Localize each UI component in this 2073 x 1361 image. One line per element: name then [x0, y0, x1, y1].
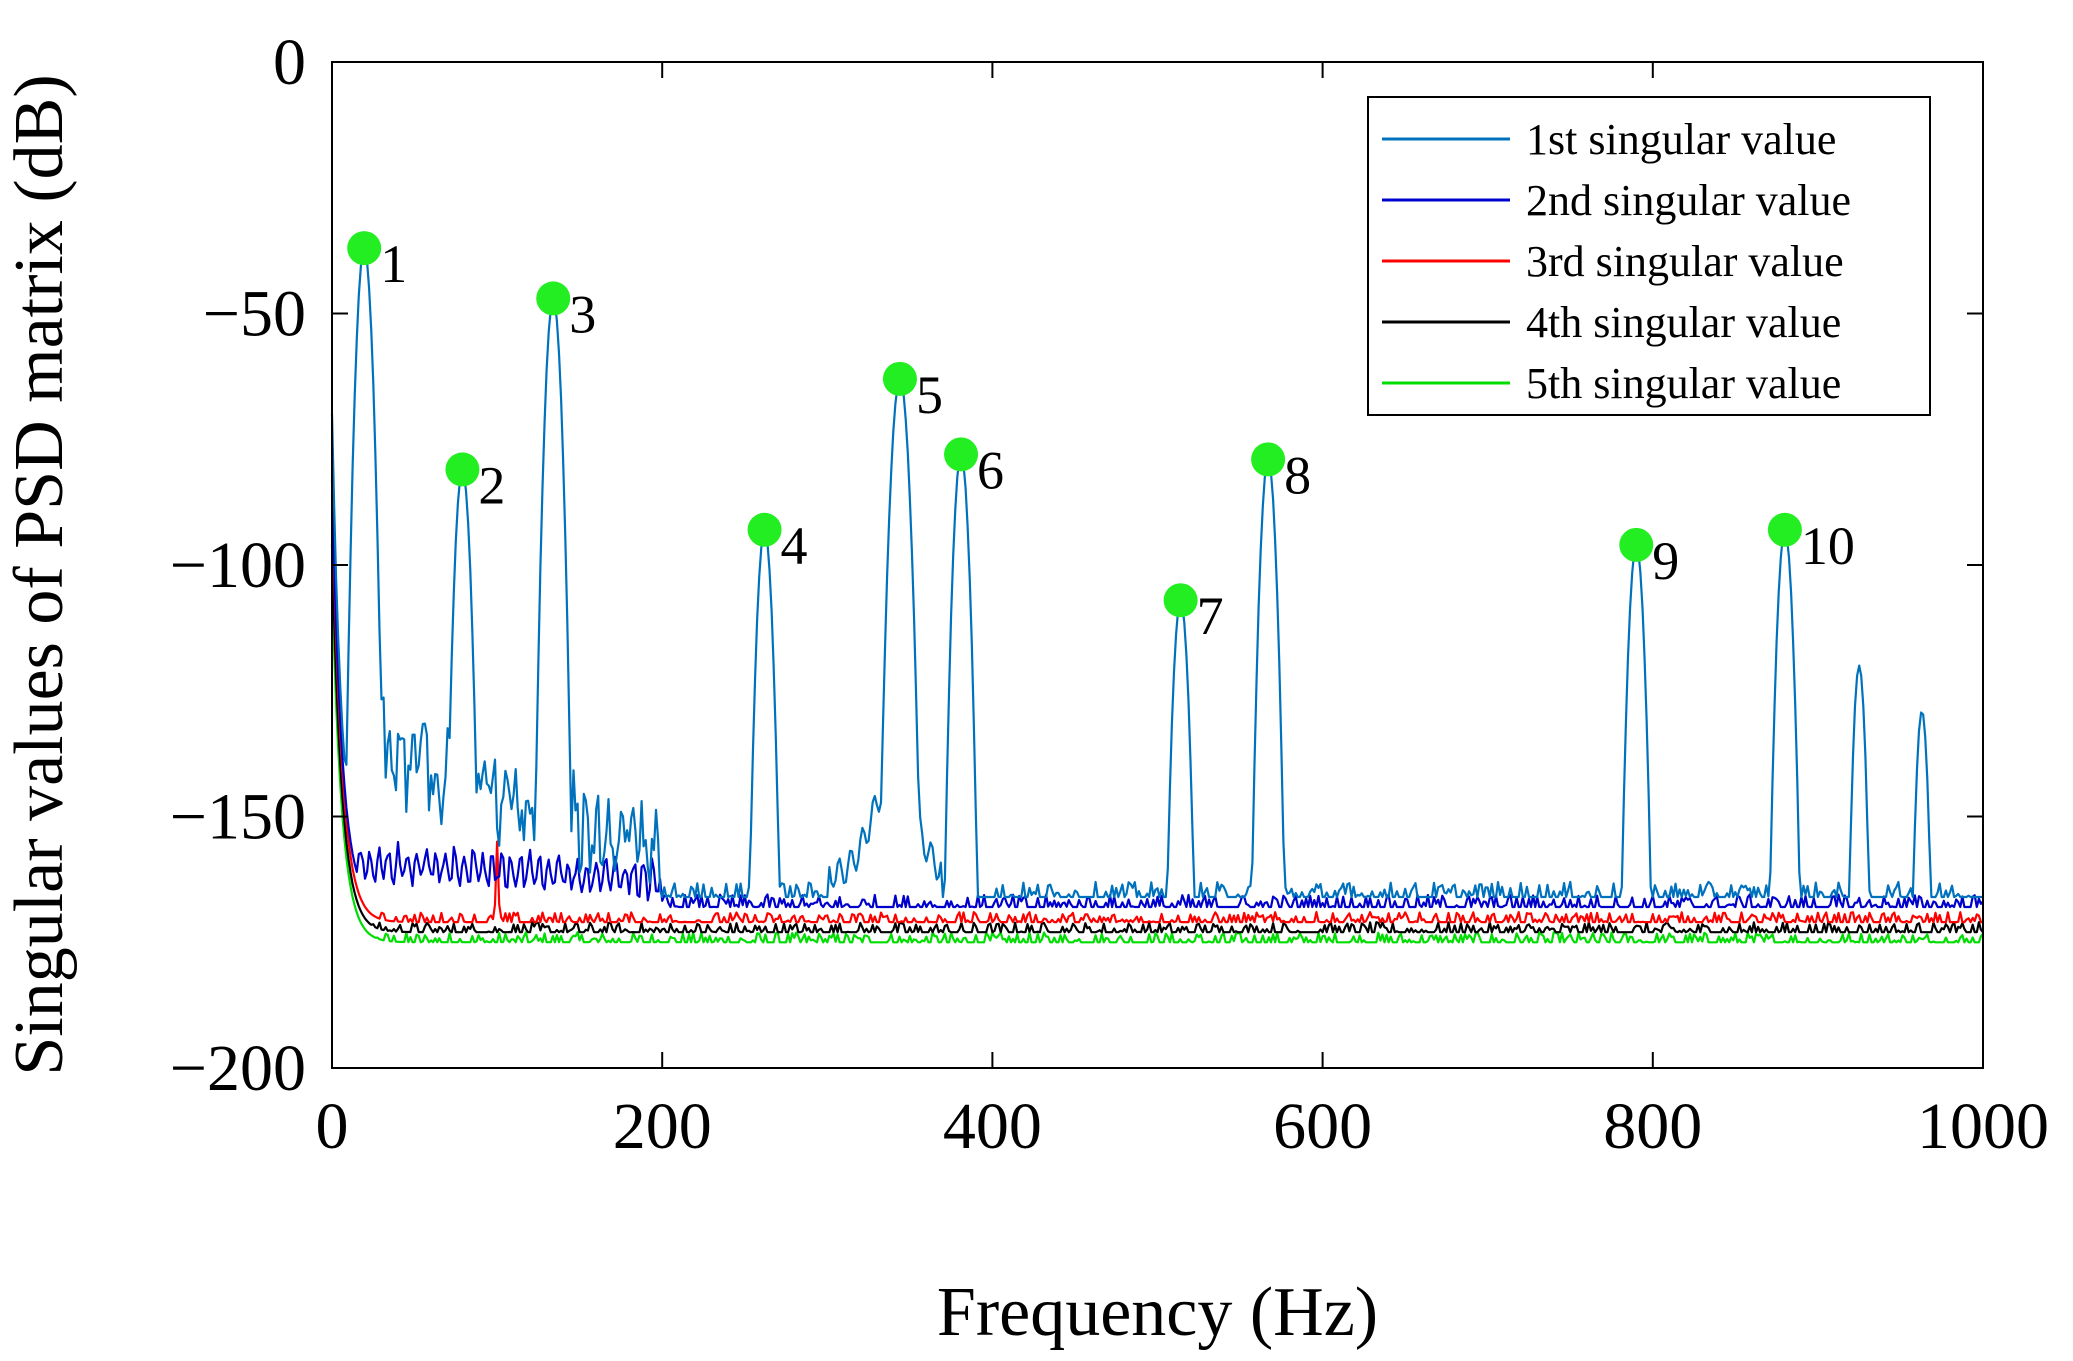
peak-marker-7: [1163, 583, 1198, 618]
peak-marker-6: [944, 437, 979, 472]
y-tick-label: −50: [203, 278, 306, 351]
x-tick-label: 1000: [1917, 1090, 2049, 1163]
peak-label-1: 1: [380, 234, 407, 294]
peak-label-5: 5: [916, 365, 943, 425]
legend: 1st singular value 2nd singular value 3rd …: [1367, 96, 1931, 416]
peak-label-9: 9: [1652, 531, 1679, 591]
x-axis-title: Frequency (Hz): [937, 1274, 1378, 1351]
y-tick-label: −200: [170, 1032, 306, 1105]
legend-label-4: 4th singular value: [1526, 298, 1841, 347]
peak-marker-5: [882, 361, 917, 396]
peak-marker-2: [445, 452, 480, 487]
peak-label-2: 2: [478, 455, 505, 515]
series-line-5: [330, 580, 1984, 944]
y-tick-label: −100: [170, 529, 306, 602]
y-tick-label: −150: [170, 781, 306, 854]
legend-label-3: 3rd singular value: [1526, 237, 1844, 286]
series-line-2: [330, 479, 1984, 909]
peak-label-3: 3: [569, 284, 596, 344]
legend-label-1: 1st singular value: [1526, 115, 1836, 164]
x-tick-label: 200: [613, 1090, 712, 1163]
peak-label-10: 10: [1801, 516, 1855, 576]
x-tick-label: 0: [316, 1090, 349, 1163]
y-axis-title: Singular values of PSD matrix (dB): [1, 74, 78, 1075]
peak-marker-8: [1251, 442, 1286, 477]
peak-marker-9: [1619, 527, 1654, 562]
tick-layer: 0 200 400 600 800 1000 0 −50 −100 −150 −200: [170, 26, 2049, 1163]
x-tick-label: 600: [1273, 1090, 1372, 1163]
series-line-1: [330, 248, 1983, 899]
peak-label-8: 8: [1284, 445, 1311, 505]
peak-marker-1: [347, 231, 382, 266]
peak-marker-3: [536, 281, 571, 316]
y-tick-label: 0: [273, 26, 306, 99]
peak-label-6: 6: [977, 440, 1004, 500]
peak-marker-10: [1767, 512, 1802, 547]
x-tick-label: 800: [1603, 1090, 1702, 1163]
series-layer: [330, 248, 1984, 944]
legend-label-2: 2nd singular value: [1526, 176, 1851, 225]
peak-label-7: 7: [1197, 586, 1224, 646]
peak-label-4: 4: [781, 516, 808, 576]
legend-box: [1367, 96, 1931, 416]
series-line-4: [330, 544, 1984, 934]
x-tick-label: 400: [943, 1090, 1042, 1163]
peak-marker-layer: 1 2 3 4 56 7 8 9 10: [347, 231, 1855, 646]
legend-label-5: 5th singular value: [1526, 359, 1841, 408]
series-line-3: [330, 494, 1983, 924]
peak-marker-4: [747, 512, 782, 547]
